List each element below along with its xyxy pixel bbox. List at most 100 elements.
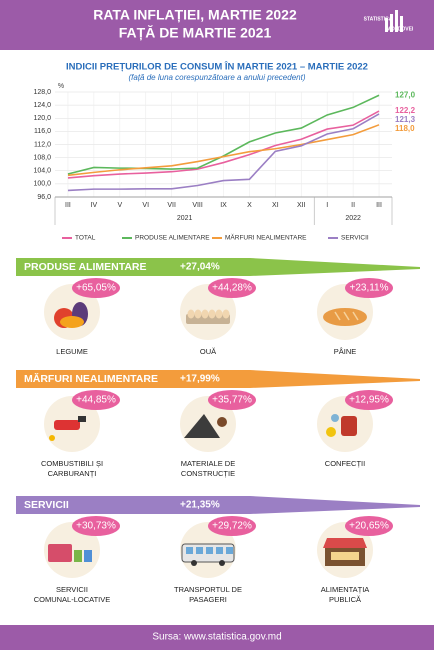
item-change: +23,11% [349, 283, 388, 294]
series-line [67, 124, 380, 177]
change-badge [72, 516, 120, 536]
change-badge [345, 278, 393, 298]
icon-shape [48, 544, 72, 562]
item-change: +30,73% [76, 521, 116, 532]
x-tick-label: XII [297, 202, 306, 209]
end-value-label: 118,0 [395, 124, 415, 133]
x-tick-label: III [376, 202, 382, 209]
item-icon [323, 538, 367, 566]
icon-shape [215, 309, 223, 319]
chart-title: INDICII PREȚURILOR DE CONSUM ÎN MARTIE 2… [66, 61, 368, 73]
icon-shape [208, 309, 216, 319]
icon-shape [334, 311, 341, 321]
item-label: LEGUME [56, 347, 88, 356]
y-tick-label: 108,0 [33, 154, 51, 161]
x-tick-label: V [117, 202, 122, 209]
icon-shape [84, 550, 92, 562]
legend-label: TOTAL [75, 235, 96, 242]
change-badge [345, 516, 393, 536]
icon-shape [341, 416, 357, 436]
change-badge [208, 516, 256, 536]
item-change: +20,65% [349, 521, 389, 532]
header-band [0, 0, 434, 50]
footer-source: Sursa: www.statistica.gov.md [152, 632, 281, 643]
logo-bars [385, 10, 403, 32]
section-banner [16, 258, 420, 276]
footer-band [0, 625, 434, 650]
x-tick-label: XI [272, 202, 279, 209]
end-value-label: 121,3 [395, 115, 416, 124]
icon-shape [206, 547, 213, 554]
icon-shape [60, 316, 84, 328]
item-label: SERVICII [56, 585, 88, 594]
icon-shape [216, 547, 223, 554]
icon-shape [352, 311, 359, 321]
icon-shape [323, 308, 367, 326]
y-tick-label: 128,0 [33, 89, 51, 96]
item-icon [323, 308, 367, 326]
legend-label: SERVICII [341, 235, 369, 242]
x-tick-label: VIII [192, 202, 203, 209]
change-badge [72, 278, 120, 298]
item-icon [48, 544, 92, 562]
x-tick-label: I [326, 202, 328, 209]
item-label: CONFECȚII [325, 459, 365, 468]
y-tick-label: 100,0 [33, 181, 51, 188]
x-tick-label: VII [167, 202, 176, 209]
icon-shape [222, 309, 230, 319]
item-icon [326, 414, 357, 437]
header-title: RATA INFLAȚIEI, MARTIE 2022 [93, 7, 297, 23]
section-total: +21,35% [180, 500, 220, 511]
icon-shape [326, 427, 336, 437]
item-change: +12,95% [349, 395, 389, 406]
series-line [67, 113, 380, 192]
icon-shape [196, 547, 203, 554]
section-title: MĂRFURI NEALIMENTARE [24, 372, 158, 385]
item-change: +35,77% [212, 395, 252, 406]
icon-shape [74, 550, 82, 562]
icon-shape [226, 547, 233, 554]
icon-shape [186, 547, 193, 554]
item-label: PÂINE [334, 347, 357, 356]
item-label: TRANSPORTUL DE [174, 585, 242, 594]
icon-shape [201, 309, 209, 319]
item-label: CONSTRUCȚIE [181, 469, 235, 478]
section-total: +27,04% [180, 262, 220, 273]
change-badge [208, 278, 256, 298]
item-icon [49, 416, 86, 441]
change-badge [345, 390, 393, 410]
item-change: +44,85% [76, 395, 116, 406]
section-title: PRODUSE ALIMENTARE [24, 261, 147, 273]
icon-shape [217, 417, 227, 427]
y-tick-label: 104,0 [33, 168, 51, 175]
item-icon [184, 414, 227, 438]
end-value-label: 127,0 [395, 90, 416, 99]
end-value-label: 122,2 [395, 106, 416, 115]
legend-label: MĂRFURI NEALIMENTARE [225, 233, 307, 242]
icon-shape [78, 416, 86, 422]
item-icon [54, 302, 88, 328]
header-title: FAȚĂ DE MARTIE 2021 [119, 25, 272, 41]
icon-shape [331, 414, 339, 422]
icon-shape [343, 311, 350, 321]
item-label: PUBLICĂ [329, 595, 361, 604]
item-icon [186, 309, 230, 324]
x-tick-label: IX [220, 202, 227, 209]
icon-shape [184, 414, 220, 438]
x-tick-label: X [247, 202, 252, 209]
item-label: COMUNAL-LOCATIVE [34, 595, 111, 604]
item-change: +29,72% [212, 521, 252, 532]
item-label: PASAGERI [189, 595, 227, 604]
icon-shape [194, 309, 202, 319]
section-banner [16, 370, 420, 388]
section-banner [16, 496, 420, 514]
y-tick-label: 120,0 [33, 115, 51, 122]
item-change: +65,05% [76, 283, 116, 294]
icon-shape [219, 560, 225, 566]
chart-subtitle: (față de luna corespunzătoare a anului p… [128, 73, 305, 82]
icon-shape [187, 309, 195, 319]
icon-shape [49, 435, 55, 441]
item-label: MATERIALE DE [181, 459, 235, 468]
icon-shape [323, 538, 367, 548]
x-tick-label: IV [91, 202, 98, 209]
